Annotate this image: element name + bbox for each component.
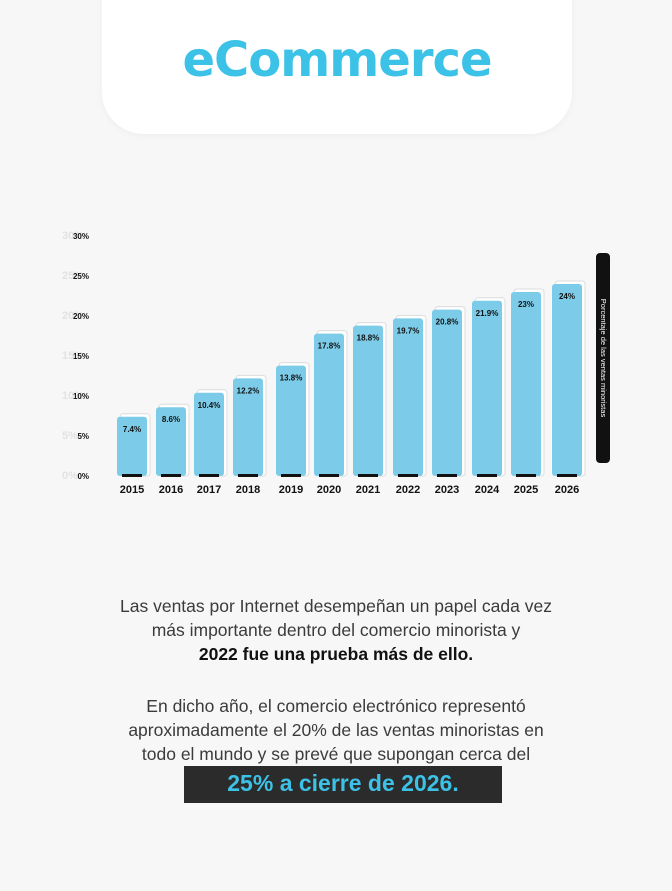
y-tick-label: 15% xyxy=(73,352,89,361)
y-tick-label: 30% xyxy=(73,232,89,241)
bar-base-mark xyxy=(516,474,536,477)
bar-2023 xyxy=(432,309,462,476)
bar-2018 xyxy=(233,378,263,476)
x-tick-label: 2016 xyxy=(159,484,183,496)
x-tick-label: 2019 xyxy=(279,484,303,496)
y-tick-shadow: 5% xyxy=(62,430,78,442)
bar-2015 xyxy=(117,416,147,476)
highlight-box: 25% a cierre de 2026. xyxy=(184,766,502,803)
bar-base-mark xyxy=(358,474,378,477)
paragraph-1-bold: 2022 fue una prueba más de ello. xyxy=(198,644,474,664)
paragraph-1-line-1: Las ventas por Internet desempeñan un pa… xyxy=(120,596,552,616)
x-tick-label: 2021 xyxy=(356,484,380,496)
bar-base-mark xyxy=(557,474,577,477)
x-tick-label: 2022 xyxy=(396,484,420,496)
bars: 7.4% 2015 8.6% 2016 10.4% 2017 12.2% 2018 13.8% 2… xyxy=(117,280,586,496)
y-tick-shadow: 25% xyxy=(62,270,84,282)
bar-base-mark xyxy=(199,474,219,477)
data-label: 10.4% xyxy=(198,401,221,410)
data-label: 8.6% xyxy=(162,415,180,424)
x-tick-label: 2018 xyxy=(236,484,260,496)
bar-base-mark xyxy=(398,474,418,477)
bar-base-mark xyxy=(238,474,258,477)
bar-2024 xyxy=(472,300,502,476)
x-tick-label: 2024 xyxy=(475,484,500,496)
y-tick-shadow: 20% xyxy=(62,310,84,322)
x-tick-label: 2020 xyxy=(317,484,341,496)
data-label: 23% xyxy=(518,300,534,309)
data-label: 12.2% xyxy=(237,386,260,395)
x-tick-label: 2025 xyxy=(514,484,538,496)
y-tick-shadow: 30% xyxy=(62,230,84,242)
data-label: 13.8% xyxy=(280,374,303,383)
data-label: 20.8% xyxy=(436,318,459,327)
bar-2022 xyxy=(393,318,423,476)
y-tick-label: 25% xyxy=(73,272,89,281)
bar-2017 xyxy=(194,392,224,476)
y-tick-label: 0% xyxy=(77,472,89,481)
data-label: 19.7% xyxy=(397,326,420,335)
y-tick-shadow: 15% xyxy=(62,350,84,362)
y-axis-label: Porcentaje de las ventas minoristas xyxy=(599,299,608,418)
bar-2016 xyxy=(156,407,186,476)
bar-base-mark xyxy=(122,474,142,477)
x-tick-label: 2017 xyxy=(197,484,221,496)
y-tick-label: 5% xyxy=(77,432,89,441)
data-label: 7.4% xyxy=(123,425,141,434)
paragraph-2-line-1: En dicho año, el comercio electrónico re… xyxy=(146,696,526,716)
y-axis-label-bar xyxy=(596,253,610,463)
bar-2021 xyxy=(353,325,383,476)
data-label: 24% xyxy=(559,292,575,301)
x-tick-label: 2023 xyxy=(435,484,459,496)
paragraph-1: Las ventas por Internet desempeñan un pa… xyxy=(0,594,672,666)
page-title: eCommerce xyxy=(182,32,492,88)
paragraph-2: En dicho año, el comercio electrónico re… xyxy=(0,694,672,766)
title-card: eCommerce xyxy=(102,0,572,134)
bar-base-mark xyxy=(281,474,301,477)
bar-2020 xyxy=(314,333,344,476)
bar-2025 xyxy=(511,292,541,476)
bar-2019 xyxy=(276,365,306,476)
x-tick-label: 2015 xyxy=(120,484,144,496)
data-label: 18.8% xyxy=(357,334,380,343)
y-axis: 0% 0% 5% 5% 10%10% 15%15% 20%20% 25%25% 30%30% xyxy=(62,230,89,482)
x-tick-label: 2026 xyxy=(555,484,579,496)
paragraph-1-line-2: más importante dentro del comercio minor… xyxy=(151,620,521,640)
y-tick-shadow: 10% xyxy=(62,390,84,402)
bar-base-mark xyxy=(161,474,181,477)
paragraph-2-line-3: todo el mundo y se prevé que supongan ce… xyxy=(141,744,531,764)
y-axis-label-group: Porcentaje de las ventas minoristas xyxy=(596,253,610,463)
data-label: 21.9% xyxy=(476,309,499,318)
bar-base-mark xyxy=(437,474,457,477)
bar-chart: 0% 0% 5% 5% 10%10% 15%15% 20%20% 25%25% 30%30% 7… xyxy=(62,230,610,496)
bar-base-mark xyxy=(319,474,339,477)
bar-2026 xyxy=(552,284,582,476)
highlight-text: 25% a cierre de 2026. xyxy=(227,770,459,796)
paragraph-2-line-2: aproximadamente el 20% de las ventas min… xyxy=(128,720,544,740)
y-tick-label: 10% xyxy=(73,392,89,401)
y-tick-shadow: 0% xyxy=(62,470,78,482)
data-label: 17.8% xyxy=(318,342,341,351)
y-tick-label: 20% xyxy=(73,312,89,321)
bar-base-mark xyxy=(477,474,497,477)
